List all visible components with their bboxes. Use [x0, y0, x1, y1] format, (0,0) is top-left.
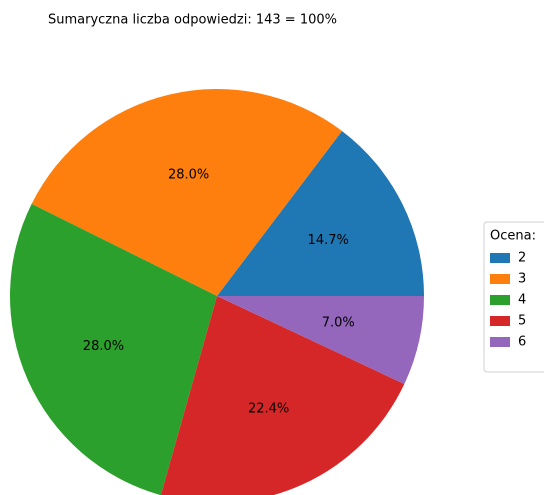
legend-swatch: [490, 274, 510, 284]
legend-swatch: [490, 295, 510, 305]
slice-label: 14.7%: [308, 233, 349, 248]
pie-slice: [217, 130, 424, 296]
legend-label: 4: [518, 293, 526, 308]
slice-label: 28.0%: [83, 339, 124, 354]
legend-swatch: [490, 337, 510, 347]
slice-label: 22.4%: [248, 401, 289, 416]
pie-slice: [160, 296, 405, 495]
slice-label: 7.0%: [322, 316, 355, 331]
legend-title: Ocena:: [490, 229, 536, 244]
legend-label: 6: [518, 335, 526, 350]
pie-slice: [10, 203, 217, 495]
pie-slice: [31, 89, 342, 296]
legend-swatch: [490, 253, 510, 263]
legend-swatch: [490, 316, 510, 326]
pie-slice: [217, 296, 424, 385]
legend-label: 3: [518, 272, 526, 287]
slice-label: 28.0%: [168, 168, 209, 183]
legend-label: 5: [518, 314, 526, 329]
legend-label: 2: [518, 251, 526, 266]
chart-title: Sumaryczna liczba odpowiedzi: 143 = 100%: [48, 13, 337, 28]
